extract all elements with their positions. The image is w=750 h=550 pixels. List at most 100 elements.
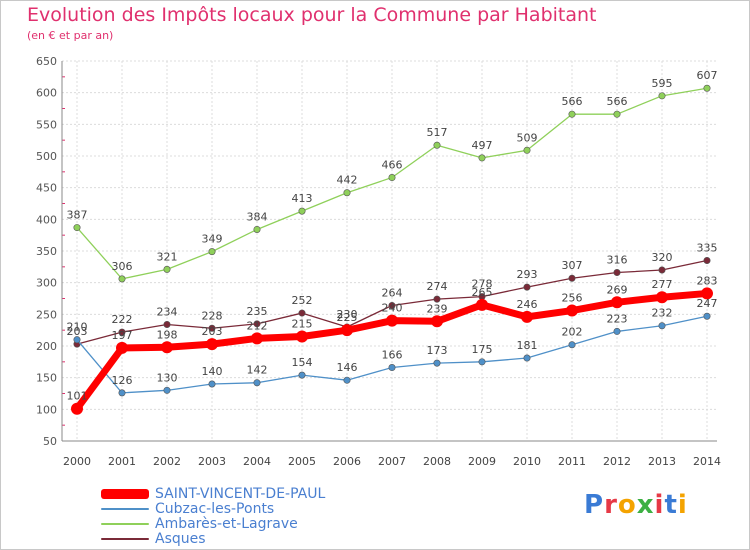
data-point — [298, 207, 306, 215]
data-label: 203 — [202, 325, 223, 338]
data-point — [476, 298, 488, 311]
data-point — [613, 110, 621, 118]
x-tick-label: 2009 — [468, 455, 496, 468]
data-label: 466 — [382, 159, 403, 172]
x-tick-label: 2014 — [693, 455, 721, 468]
data-point — [523, 283, 531, 291]
data-point — [343, 189, 351, 197]
data-point — [208, 324, 216, 332]
data-point — [206, 338, 218, 351]
data-label: 215 — [292, 318, 313, 331]
data-label: 387 — [67, 209, 88, 222]
data-point — [433, 359, 441, 367]
data-label: 247 — [697, 297, 718, 310]
y-tick-label: 300 — [36, 277, 57, 290]
data-label: 566 — [607, 95, 628, 108]
data-label: 413 — [292, 192, 313, 205]
data-point — [298, 309, 306, 317]
data-point — [388, 364, 396, 372]
data-point — [523, 146, 531, 154]
legend-label: Cubzac-les-Ponts — [155, 500, 275, 517]
data-label: 142 — [247, 364, 268, 377]
x-tick-label: 2012 — [603, 455, 631, 468]
data-label: 306 — [112, 260, 133, 273]
y-tick-label: 100 — [36, 403, 57, 416]
data-point — [388, 174, 396, 182]
legend-item: Asques — [101, 530, 325, 547]
data-point — [73, 224, 81, 232]
data-label: 607 — [697, 69, 718, 82]
data-point — [208, 248, 216, 256]
x-tick-label: 2006 — [333, 455, 361, 468]
data-point — [163, 386, 171, 394]
data-point — [521, 310, 533, 323]
data-point — [253, 320, 261, 328]
y-tick-label: 550 — [36, 118, 57, 131]
data-point — [163, 265, 171, 273]
data-point — [613, 269, 621, 277]
data-label: 203 — [67, 325, 88, 338]
chart-subtitle: (en € et par an) — [27, 29, 114, 42]
x-tick-label: 2000 — [63, 455, 91, 468]
data-label: 130 — [157, 371, 178, 384]
x-tick-label: 2011 — [558, 455, 586, 468]
data-point — [251, 332, 263, 345]
data-point — [431, 315, 443, 328]
legend-swatch — [101, 488, 149, 499]
data-label: 232 — [652, 307, 673, 320]
chart-title: Evolution des Impôts locaux pour la Comm… — [27, 4, 597, 26]
data-point — [478, 358, 486, 366]
data-point — [163, 320, 171, 328]
data-point — [208, 380, 216, 388]
y-tick-label: 500 — [36, 150, 57, 163]
x-tick-label: 2007 — [378, 455, 406, 468]
y-tick-label: 450 — [36, 182, 57, 195]
y-tick-label: 650 — [36, 55, 57, 68]
data-label: 175 — [472, 343, 493, 356]
x-tick-label: 2004 — [243, 455, 271, 468]
data-label: 256 — [562, 292, 583, 305]
x-tick-label: 2008 — [423, 455, 451, 468]
data-label: 566 — [562, 95, 583, 108]
legend-swatch — [101, 537, 149, 540]
x-tick-label: 2002 — [153, 455, 181, 468]
legend-swatch — [101, 522, 149, 525]
data-label: 210 — [67, 321, 88, 334]
data-label: 197 — [112, 329, 133, 342]
data-label: 225 — [337, 311, 358, 324]
data-label: 202 — [562, 326, 583, 339]
data-label: 384 — [247, 210, 268, 223]
data-point — [388, 301, 396, 309]
data-point — [73, 336, 81, 344]
data-label: 509 — [517, 131, 538, 144]
x-tick-label: 2005 — [288, 455, 316, 468]
data-label: 277 — [652, 278, 673, 291]
legend-swatch — [101, 507, 149, 510]
x-tick-label: 2013 — [648, 455, 676, 468]
data-label: 442 — [337, 174, 358, 187]
data-point — [296, 330, 308, 343]
data-label: 101 — [67, 390, 88, 403]
legend-label: Asques — [155, 530, 206, 547]
data-point — [478, 154, 486, 162]
data-point — [433, 141, 441, 149]
data-point — [703, 256, 711, 264]
data-label: 307 — [562, 259, 583, 272]
data-label: 198 — [157, 328, 178, 341]
data-point — [118, 389, 126, 397]
y-tick-label: 350 — [36, 245, 57, 258]
data-point — [568, 341, 576, 349]
data-label: 228 — [202, 309, 223, 322]
data-label: 595 — [652, 77, 673, 90]
data-label: 223 — [607, 312, 628, 325]
y-tick-label: 250 — [36, 308, 57, 321]
data-label: 240 — [382, 302, 403, 315]
data-point — [658, 322, 666, 330]
data-label: 269 — [607, 283, 628, 296]
legend-item: Ambarès-et-Lagrave — [101, 516, 325, 532]
data-point — [116, 341, 128, 354]
data-point — [341, 324, 353, 337]
x-tick-label: 2010 — [513, 455, 541, 468]
